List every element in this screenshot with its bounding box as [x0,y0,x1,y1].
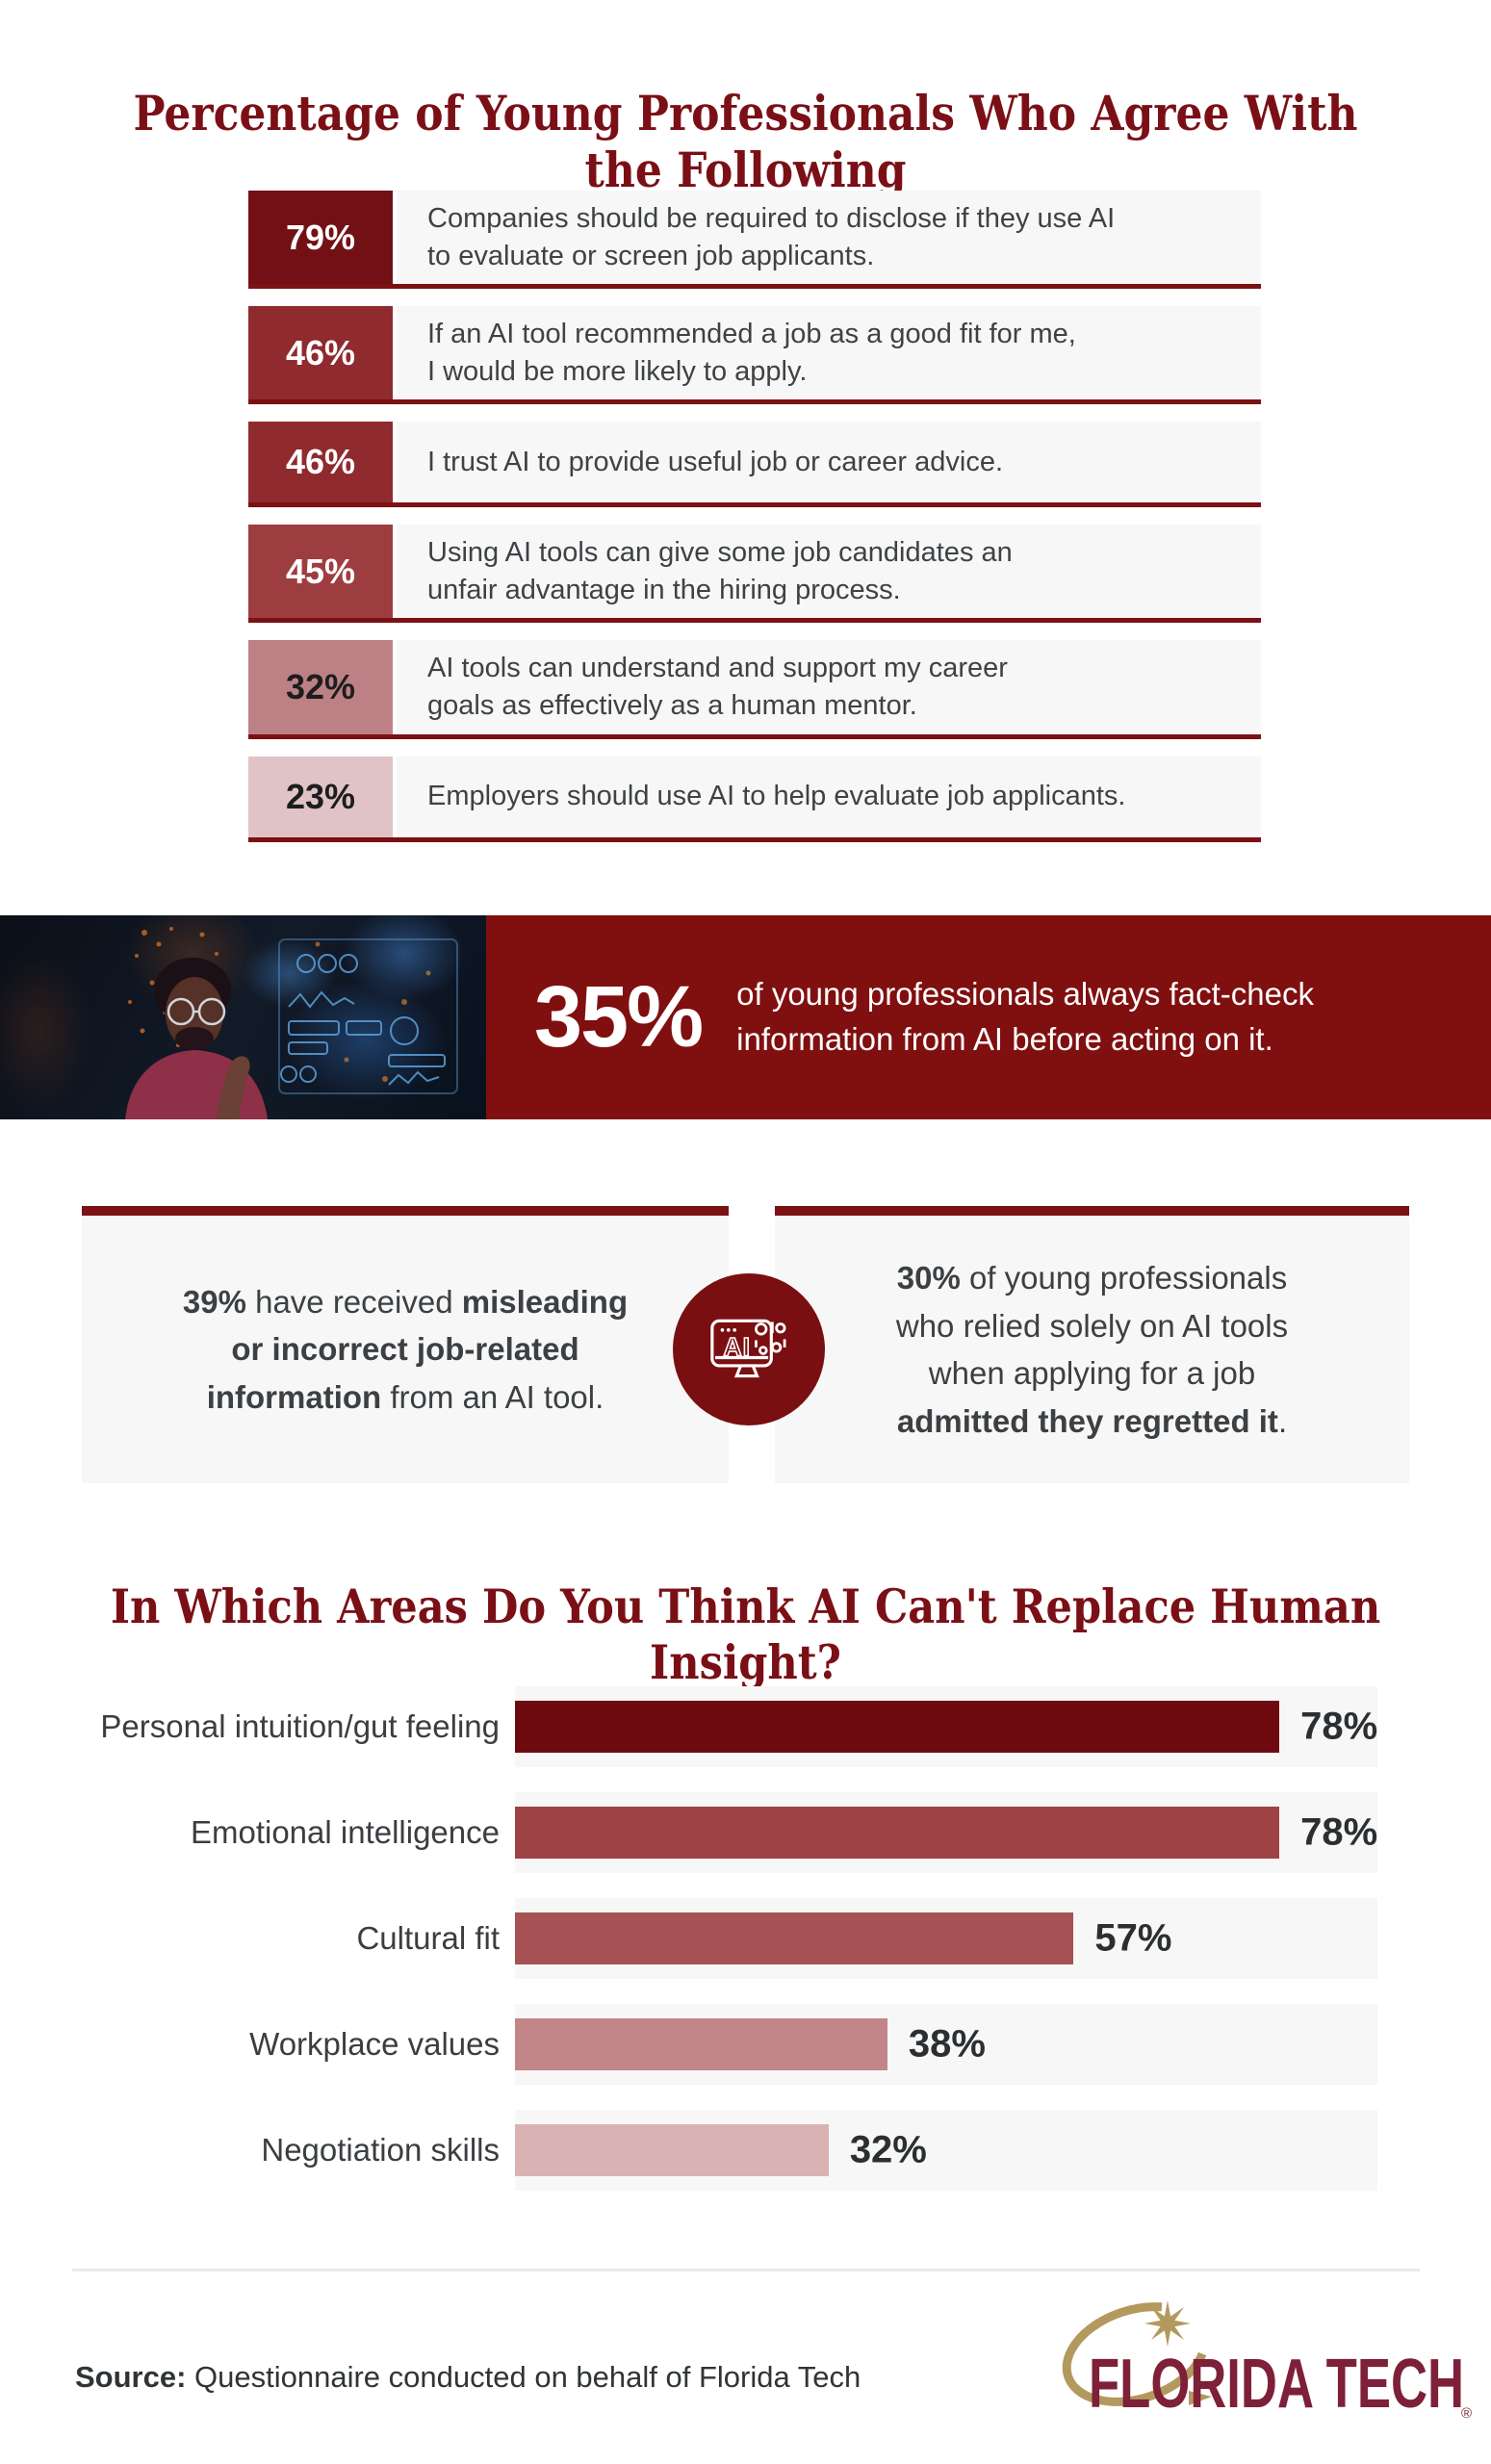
stat-percent-block: 46% [248,306,393,400]
stat-statement: I trust AI to provide useful job or care… [427,446,1004,477]
card-text-bold: admitted they regretted it [896,1402,1278,1439]
chart-value-label: 32% [849,2128,927,2171]
chart-value-label: 78% [1300,1810,1378,1854]
agreement-row: 79% Companies should be required to discl… [248,191,1261,290]
card-text-bold: 30% [896,1260,961,1296]
chart-bar-track: 38% [515,2004,1377,2085]
banner-photo-illustration [125,927,458,1119]
agreement-row: 23% Employers should use AI to help evalu… [248,756,1261,842]
banner-stat-description: of young professionals always fact-check… [736,976,1314,1057]
chart-row: Workplace values 38% [91,2004,1377,2085]
chart-category-label: Emotional intelligence [190,1814,500,1850]
chart-row: Cultural fit 57% [91,1898,1377,1979]
stat-card-regret: 30% of young professionals who relied so… [775,1206,1409,1483]
areas-chart-title: In Which Areas Do You Think AI Can't Rep… [110,1578,1381,1690]
banner-content: 35% of young professionals always fact-c… [534,915,1314,1119]
stat-statement: Companies should be required to disclose… [427,203,1116,271]
chart-category-label: Personal intuition/gut feeling [100,1708,500,1744]
agreement-section-title: Percentage of Young Professionals Who Ag… [133,85,1358,198]
chart-bar-track: 57% [515,1898,1377,1979]
stat-statement: Employers should use AI to help evaluate… [427,781,1126,812]
chart-value-label: 57% [1094,1916,1172,1960]
logo-wordmark: FLORIDA TECH [1089,2346,1464,2423]
source-note: Source: Questionnaire conducted on behal… [75,2360,861,2395]
card-text-bold: misleading or incorrect job-related info… [206,1283,629,1415]
stat-percent-block: 32% [248,640,393,734]
agreement-stats-list: 79% Companies should be required to discl… [248,191,1261,842]
chart-bar-track: 78% [515,1686,1377,1767]
card-text-regular: of young professionals who relied solely… [895,1260,1289,1391]
stat-percent-block: 23% [248,756,393,837]
banner-photo [0,915,486,1119]
stat-percent-block: 45% [248,525,393,619]
stat-statement: Using AI tools can give some job candida… [427,537,1013,605]
chart-row: Negotiation skills 32% [91,2110,1377,2191]
chart-value-label: 38% [908,2022,986,2066]
fact-check-banner: 35% of young professionals always fact-c… [0,915,1491,1119]
stat-statement: If an AI tool recommended a job as a goo… [427,319,1076,387]
svg-text:AI: AI [724,1332,752,1361]
agreement-row: 46% I trust AI to provide useful job or c… [248,422,1261,508]
agreement-row: 46% If an AI tool recommended a job as a … [248,306,1261,405]
logo-registered-mark: ® [1461,2405,1472,2422]
chart-bar-track: 78% [515,1792,1377,1873]
stat-statement: AI tools can understand and support my c… [427,653,1008,721]
source-text: Questionnaire conducted on behalf of Flo… [186,2360,861,2394]
card-text-regular: . [1277,1402,1288,1439]
florida-tech-logo: FLORIDA TECH ® [1044,2298,1478,2433]
stat-statement-body: If an AI tool recommended a job as a goo… [397,306,1261,400]
ai-monitor-icon: AI [710,1319,786,1378]
stat-percent-block: 46% [248,422,393,503]
stat-percent-block: 79% [248,191,393,285]
stat-card-regret-text: 30% of young professionals who relied so… [896,1254,1288,1445]
card-text-bold: 39% [182,1283,246,1320]
stat-statement-body: Employers should use AI to help evaluate… [397,756,1261,837]
person-silhouette [125,958,268,1119]
chart-row: Emotional intelligence 78% [91,1792,1377,1873]
stat-card-misleading-info: 39% have received misleading or incorrec… [82,1206,729,1483]
chart-bar [515,1701,1280,1753]
stat-statement-body: Companies should be required to disclose… [397,191,1261,285]
chart-bar [515,2018,887,2070]
stat-statement-body: Using AI tools can give some job candida… [397,525,1261,619]
chart-category-label: Cultural fit [356,1920,500,1956]
agreement-row: 45% Using AI tools can give some job cand… [248,525,1261,624]
chart-bar [515,1807,1280,1859]
stat-statement-body: AI tools can understand and support my c… [397,640,1261,734]
chart-bar [515,2124,829,2176]
chart-value-label: 78% [1300,1705,1378,1748]
chart-category-label: Workplace values [249,2026,500,2062]
logo-star [1144,2300,1191,2347]
areas-bar-chart: Personal intuition/gut feeling 78% Emotion… [91,1686,1377,2216]
card-text-regular: from an AI tool. [381,1378,604,1415]
logo-swoosh [1062,2300,1212,2406]
ai-monitor-badge: AI [673,1273,825,1425]
agreement-row: 32% AI tools can understand and support m… [248,640,1261,739]
card-text-regular: have received [245,1283,462,1320]
chart-category-label: Negotiation skills [261,2132,500,2168]
chart-bar [515,1912,1074,1964]
source-label: Source: [75,2360,187,2394]
chart-row: Personal intuition/gut feeling 78% [91,1686,1377,1767]
chart-bar-track: 32% [515,2110,1377,2191]
footer-divider [72,2269,1420,2272]
stat-statement-body: I trust AI to provide useful job or care… [397,422,1261,503]
stat-card-misleading-text: 39% have received misleading or incorrec… [183,1278,628,1422]
banner-stat: 35% [534,969,704,1065]
